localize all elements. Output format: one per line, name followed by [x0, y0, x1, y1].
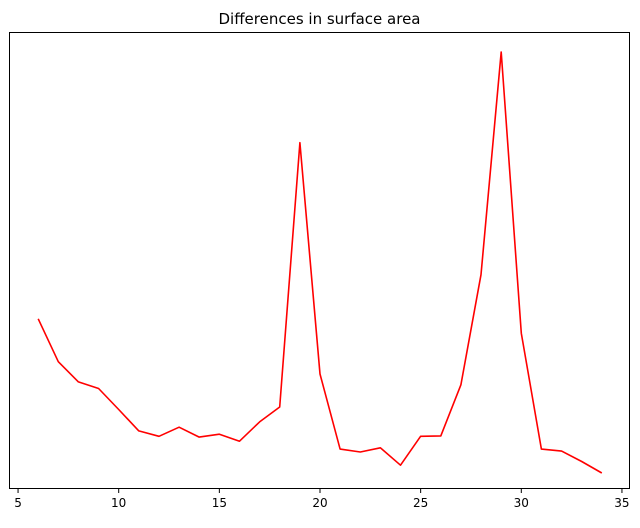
plot-area-frame	[9, 32, 630, 489]
chart-title: Differences in surface area	[218, 10, 420, 28]
x-axis: 5 10 15 20 25 30 35	[14, 489, 630, 510]
x-tick-label: 15	[212, 496, 227, 510]
series-layer	[37, 51, 603, 474]
series-line	[37, 51, 603, 474]
x-tick-label: 10	[111, 496, 126, 510]
x-tick-label: 20	[312, 496, 327, 510]
x-tick-label: 25	[413, 496, 428, 510]
x-tick-label: 5	[14, 496, 22, 510]
x-tick-label: 35	[614, 496, 629, 510]
x-tick-label: 30	[514, 496, 529, 510]
